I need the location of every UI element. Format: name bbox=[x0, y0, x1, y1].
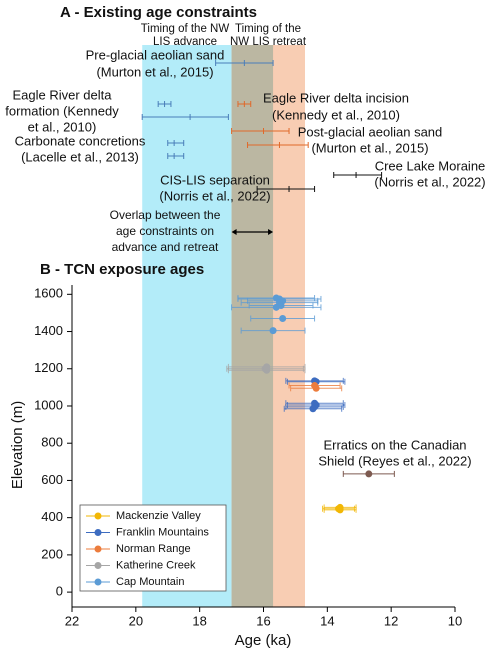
y-tick-label: 200 bbox=[41, 546, 63, 561]
x-tick-label: 14 bbox=[320, 613, 334, 628]
y-tick-label: 800 bbox=[41, 435, 63, 450]
y-tick-label: 1000 bbox=[34, 397, 63, 412]
legend-marker bbox=[94, 545, 102, 553]
legend-label: Cap Mountain bbox=[116, 576, 185, 588]
constraint-label: Post-glacial aeolian sand bbox=[298, 124, 443, 139]
y-tick-label: 0 bbox=[56, 584, 63, 599]
x-axis-label: Age (ka) bbox=[235, 632, 292, 649]
arrow-head bbox=[231, 229, 237, 235]
overlap-label: Overlap between the bbox=[110, 208, 221, 222]
constraint-label: CIS-LIS separation bbox=[160, 172, 270, 187]
data-point bbox=[279, 315, 287, 323]
constraint-label: Eagle River delta incision bbox=[263, 90, 409, 105]
band-label: LIS advance bbox=[153, 36, 217, 48]
legend-box bbox=[79, 504, 227, 592]
constraint-range bbox=[256, 186, 316, 192]
legend: Mackenzie Valley Franklin Mountains Norman… bbox=[79, 504, 227, 592]
x-tick-label: 16 bbox=[256, 613, 270, 628]
overlap-arrow bbox=[231, 229, 274, 235]
legend-marker bbox=[94, 512, 102, 520]
legend-label: Mackenzie Valley bbox=[116, 510, 201, 522]
constraint-label: (Murton et al., 2015) bbox=[311, 140, 428, 155]
constraint-range bbox=[333, 172, 383, 178]
y-tick-label: 1600 bbox=[34, 286, 63, 301]
y-axis-label: Elevation (m) bbox=[9, 401, 26, 489]
x-tick-label: 18 bbox=[192, 613, 206, 628]
constraint-label: (Norris et al., 2022) bbox=[159, 188, 270, 203]
overlap-band bbox=[231, 45, 274, 607]
constraint-range bbox=[141, 114, 229, 120]
erratics-point bbox=[365, 470, 373, 478]
overlap-label: advance and retreat bbox=[112, 240, 219, 254]
panel-b-title: B - TCN exposure ages bbox=[40, 261, 204, 278]
arrow-head bbox=[268, 229, 274, 235]
data-point bbox=[272, 303, 280, 311]
overlap-label: age constraints on bbox=[116, 224, 214, 238]
y-tick-label: 1400 bbox=[34, 323, 63, 338]
legend-label: Franklin Mountains bbox=[116, 526, 209, 538]
y-tick-label: 1200 bbox=[34, 360, 63, 375]
constraint-label: Eagle River delta bbox=[13, 87, 113, 102]
constraint-label: (Norris et al., 2022) bbox=[374, 174, 485, 189]
y-tick-label: 600 bbox=[41, 472, 63, 487]
band-label: NW LIS retreat bbox=[230, 36, 307, 48]
y-tick-label: 400 bbox=[41, 509, 63, 524]
band-label: Timing of the bbox=[235, 23, 301, 35]
data-point bbox=[309, 405, 317, 413]
constraint-range bbox=[167, 140, 185, 146]
data-point bbox=[263, 366, 271, 374]
erratics-label: Shield (Reyes et al., 2022) bbox=[318, 453, 471, 468]
constraint-label: (Murton et al., 2015) bbox=[96, 64, 213, 79]
x-tick-label: 20 bbox=[129, 613, 143, 628]
constraint-label: formation (Kennedy bbox=[5, 103, 119, 118]
constraint-label: Pre-glacial aeolian sand bbox=[86, 47, 225, 62]
legend-marker bbox=[94, 529, 102, 536]
x-tick-label: 12 bbox=[384, 613, 398, 628]
data-point bbox=[336, 506, 344, 514]
legend-label: Norman Range bbox=[116, 543, 191, 555]
legend-marker bbox=[94, 562, 102, 569]
data-point bbox=[269, 327, 277, 335]
constraint-label: Cree Lake Moraine bbox=[375, 158, 486, 173]
band-label: Timing of the NW bbox=[141, 23, 230, 35]
erratics-label: Erratics on the Canadian bbox=[323, 437, 466, 452]
x-tick-label: 10 bbox=[448, 613, 462, 628]
x-tick-label: 22 bbox=[65, 613, 79, 628]
constraint-range bbox=[167, 153, 185, 159]
constraint-label: et al., 2010) bbox=[28, 119, 97, 134]
legend-marker bbox=[94, 578, 102, 586]
constraint-label: (Kennedy et al., 2010) bbox=[272, 107, 400, 122]
constraint-range bbox=[247, 142, 309, 148]
panel-a-title: A - Existing age constraints bbox=[60, 4, 257, 21]
constraint-range bbox=[231, 128, 290, 134]
constraint-label: (Lacelle et al., 2013) bbox=[21, 149, 139, 164]
constraint-label: Carbonate concretions bbox=[15, 133, 146, 148]
legend-label: Katherine Creek bbox=[116, 559, 196, 571]
data-point bbox=[312, 384, 320, 392]
